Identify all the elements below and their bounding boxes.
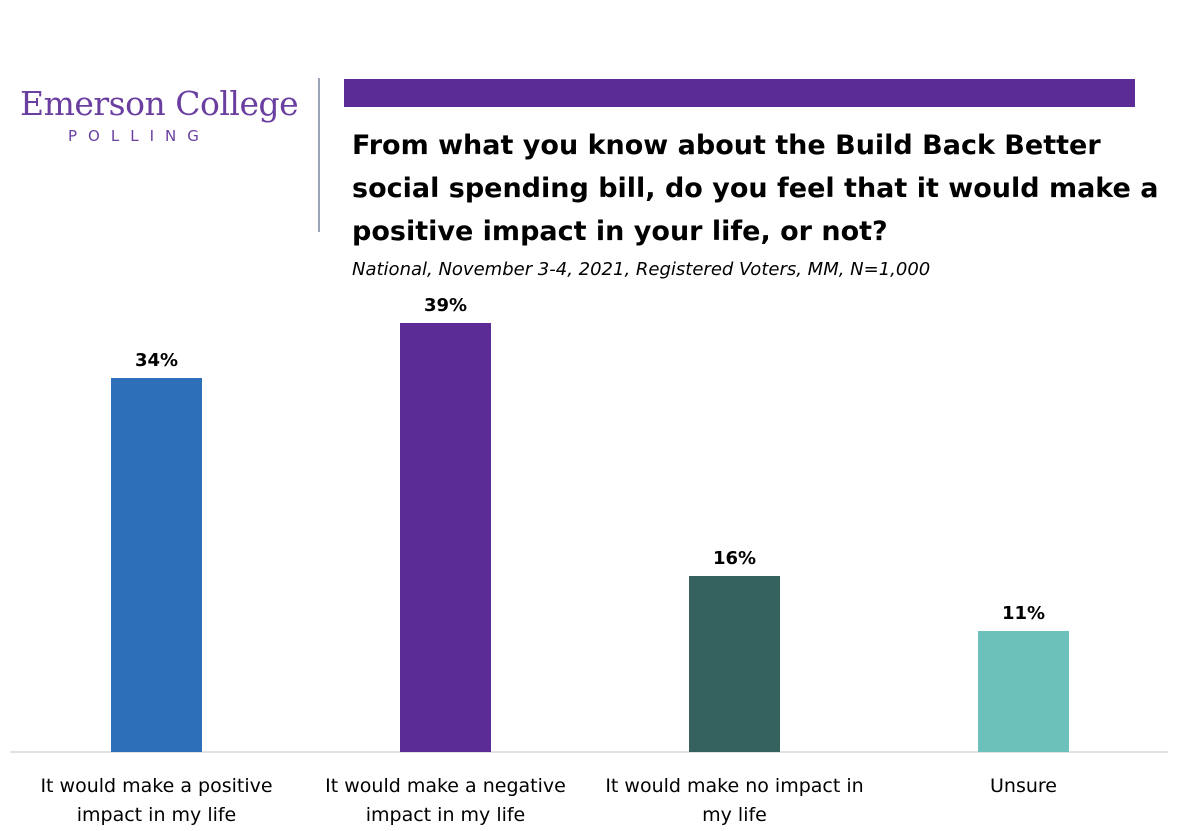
value-label-4: 11% xyxy=(1002,603,1045,624)
bar-2 xyxy=(400,323,491,752)
bar-3 xyxy=(689,576,780,752)
category-label-2-line-2: impact in my life xyxy=(366,804,526,826)
chart-title: From what you know about the Build Back … xyxy=(352,130,1159,247)
category-label-1-line-2: impact in my life xyxy=(77,804,237,826)
bar-1 xyxy=(111,378,202,752)
brand-subname: POLLING xyxy=(68,127,210,145)
category-label-2-line-1: It would make a negative xyxy=(325,775,566,797)
brand-name: Emerson College xyxy=(20,84,299,123)
brand-logo: Emerson College POLLING xyxy=(20,84,299,145)
chart-subtitle: National, November 3-4, 2021, Registered… xyxy=(352,259,931,280)
value-label-2: 39% xyxy=(424,295,467,316)
category-label-4-line-1: Unsure xyxy=(990,775,1057,797)
title-accent-bar xyxy=(344,79,1135,107)
value-label-1: 34% xyxy=(135,350,178,371)
header-divider xyxy=(318,78,320,232)
bar-4 xyxy=(978,631,1069,752)
category-label-1-line-1: It would make a positive xyxy=(40,775,272,797)
value-label-3: 16% xyxy=(713,548,756,569)
category-label-3-line-2: my life xyxy=(702,804,767,826)
category-label-3-line-1: It would make no impact in xyxy=(605,775,863,797)
